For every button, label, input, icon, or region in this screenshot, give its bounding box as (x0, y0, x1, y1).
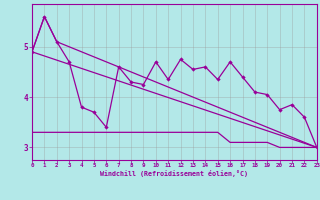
X-axis label: Windchill (Refroidissement éolien,°C): Windchill (Refroidissement éolien,°C) (100, 170, 248, 177)
